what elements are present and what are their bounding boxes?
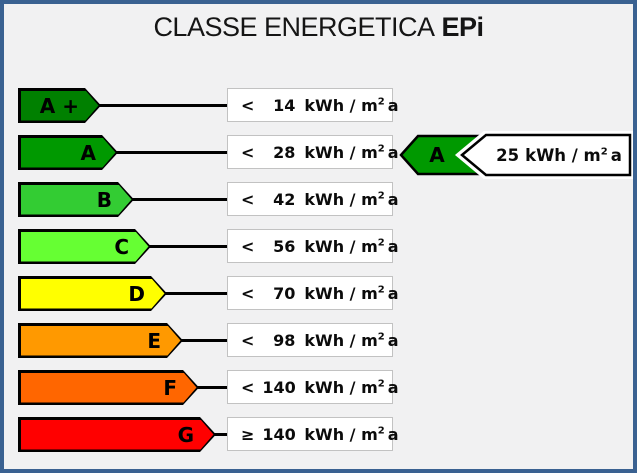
connector-line: [132, 198, 227, 201]
indicator-unit: kWh / m2 a: [525, 145, 622, 165]
connector-line: [197, 386, 227, 389]
threshold-unit: kWh / m2 a: [304, 236, 399, 256]
class-arrow-fill: [21, 279, 165, 309]
indicator-value-number: 25: [496, 145, 520, 165]
threshold-box: < 14 kWh / m2 a: [227, 88, 399, 122]
class-letter: A: [80, 140, 96, 165]
threshold-unit: kWh / m2 a: [304, 95, 399, 115]
threshold-comparator: <: [241, 283, 255, 303]
threshold-value: 98: [273, 330, 296, 350]
threshold-box: < 70 kWh / m2 a: [227, 276, 399, 310]
energy-class-row: F < 140 kWh / m2 a: [4, 370, 633, 405]
class-arrow: D: [18, 276, 167, 311]
threshold-comparator: ≥: [241, 424, 255, 444]
connector-line: [116, 151, 227, 154]
current-value-indicator: A 25 kWh / m2 a: [398, 131, 633, 179]
class-arrow-fill: [21, 232, 149, 262]
threshold-box: < 28 kWh / m2 a: [227, 135, 399, 169]
class-letter: G: [177, 422, 194, 447]
threshold-comparator: <: [241, 95, 255, 115]
threshold-comparator: <: [241, 377, 255, 397]
class-arrow: A: [18, 135, 118, 170]
class-letter: B: [96, 187, 112, 212]
connector-line: [149, 245, 227, 248]
class-arrow: B: [18, 182, 134, 217]
indicator-value-box-shape: [460, 133, 632, 177]
threshold-comparator: <: [241, 142, 255, 162]
threshold-box: < 56 kWh / m2 a: [227, 229, 399, 263]
class-arrow: A +: [18, 88, 101, 123]
energy-class-row: E < 98 kWh / m2 a: [4, 323, 633, 358]
threshold-comparator: <: [241, 330, 255, 350]
class-arrow-fill: [21, 373, 197, 403]
threshold-value: 28: [273, 142, 296, 162]
energy-class-row: D < 70 kWh / m2 a: [4, 276, 633, 311]
threshold-comparator: <: [241, 189, 255, 209]
class-letter: F: [163, 375, 177, 400]
threshold-box: < 42 kWh / m2 a: [227, 182, 399, 216]
threshold-comparator: <: [241, 236, 255, 256]
class-arrow: F: [18, 370, 199, 405]
class-arrow-fill: [21, 138, 116, 168]
threshold-box: ≥ 140 kWh / m2 a: [227, 417, 399, 451]
indicator-value: 25 kWh / m2 a: [490, 131, 628, 179]
connector-line: [99, 104, 227, 107]
threshold-unit: kWh / m2 a: [304, 330, 399, 350]
class-arrow: G: [18, 417, 216, 452]
class-letter: D: [128, 281, 145, 306]
threshold-value: 56: [273, 236, 296, 256]
class-arrow-fill: [21, 420, 214, 450]
threshold-unit: kWh / m2 a: [304, 283, 399, 303]
class-arrow-fill: [21, 91, 99, 121]
class-arrow-fill: [21, 185, 132, 215]
indicator-graphic: [399, 131, 633, 179]
connector-line: [214, 433, 227, 436]
class-letter: A +: [39, 93, 79, 118]
energy-class-row: C < 56 kWh / m2 a: [4, 229, 633, 264]
threshold-value: 70: [273, 283, 296, 303]
threshold-box: < 140 kWh / m2 a: [227, 370, 399, 404]
energy-class-row: B < 42 kWh / m2 a: [4, 182, 633, 217]
threshold-unit: kWh / m2 a: [304, 142, 399, 162]
energy-class-row: A < 28 kWh / m2 a: [4, 135, 633, 170]
indicator-class-letter: A: [429, 143, 445, 167]
threshold-box: < 98 kWh / m2 a: [227, 323, 399, 357]
connector-line: [181, 339, 227, 342]
class-arrow-fill: [21, 326, 181, 356]
title-bold-text: EPi: [441, 12, 485, 42]
threshold-value: 140: [262, 424, 296, 444]
title-regular-text: CLASSE ENERGETICA: [153, 12, 435, 42]
class-arrow: E: [18, 323, 183, 358]
threshold-unit: kWh / m2 a: [304, 377, 399, 397]
energy-class-row: A + < 14 kWh / m2 a: [4, 88, 633, 123]
threshold-value: 42: [273, 189, 296, 209]
connector-line: [165, 292, 227, 295]
class-letter: E: [147, 328, 161, 353]
energy-class-row: G ≥ 140 kWh / m2 a: [4, 417, 633, 452]
threshold-unit: kWh / m2 a: [304, 424, 399, 444]
page-title: CLASSE ENERGETICA EPi: [4, 12, 633, 43]
class-arrow: C: [18, 229, 151, 264]
threshold-value: 14: [273, 95, 296, 115]
class-letter: C: [114, 234, 129, 259]
threshold-unit: kWh / m2 a: [304, 189, 399, 209]
threshold-value: 140: [262, 377, 296, 397]
